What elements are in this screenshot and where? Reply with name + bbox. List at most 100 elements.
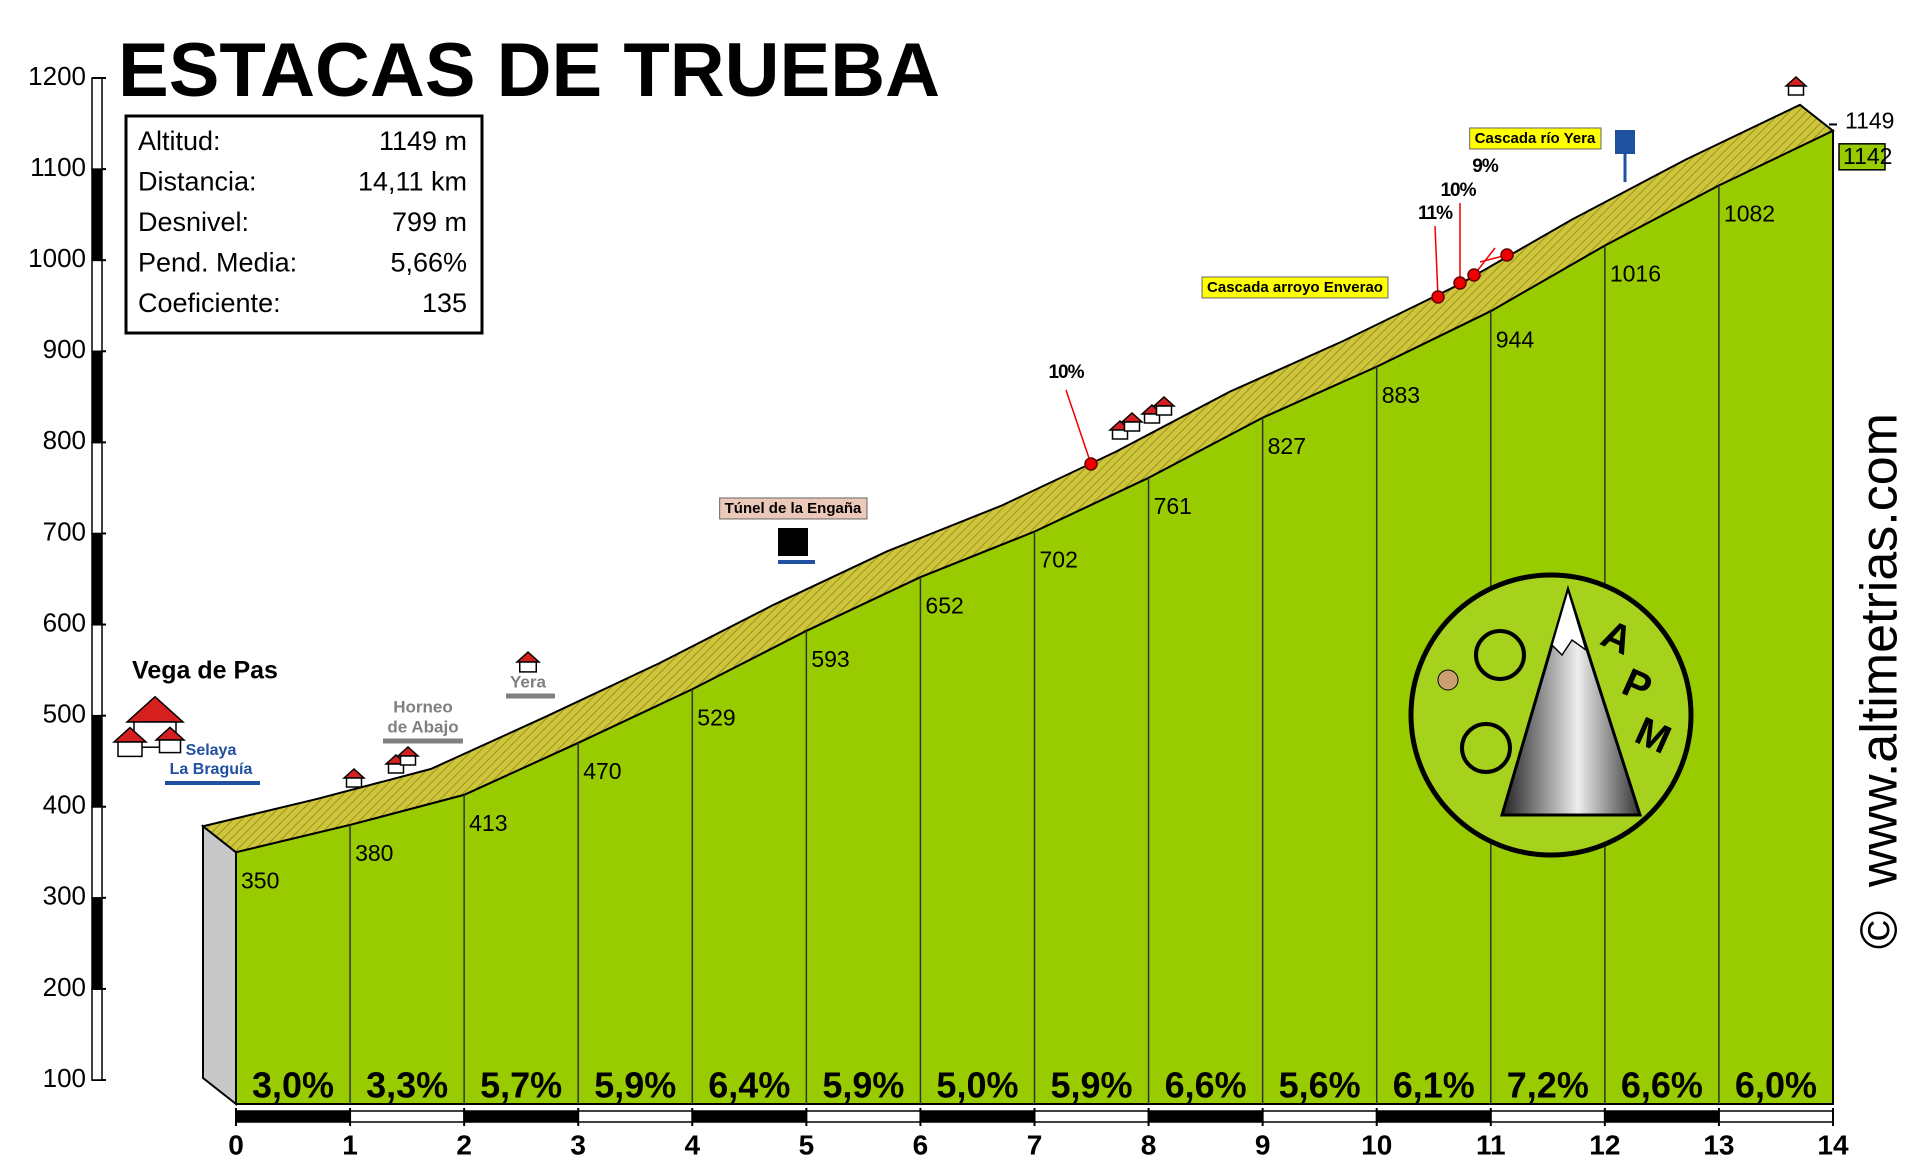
y-tick-label: 1200 <box>28 61 86 91</box>
x-tick-label: 6 <box>913 1129 929 1160</box>
logo-wheel <box>1474 629 1526 681</box>
y-axis-segment <box>91 897 103 990</box>
house-roof <box>342 767 366 779</box>
km-bar <box>577 1110 694 1123</box>
annotation: Selaya <box>186 742 237 759</box>
km-bar <box>463 1110 579 1123</box>
value-label: 702 <box>1040 547 1078 573</box>
y-tick-label: 1100 <box>30 152 86 182</box>
gradient-label: 5,7% <box>480 1065 562 1106</box>
stat-label: Altitud: <box>138 126 221 156</box>
y-tick-label: 200 <box>43 972 86 1002</box>
gradient-label: 5,9% <box>822 1065 904 1106</box>
chart-title: ESTACAS DE TRUEBA <box>118 28 940 113</box>
house-roof <box>1152 395 1176 407</box>
point-dot <box>1084 457 1098 471</box>
stat-value: 14,11 km <box>358 167 467 197</box>
parking-icon <box>1615 130 1635 154</box>
x-tick-label: 13 <box>1703 1129 1734 1160</box>
logo-rider <box>1437 669 1459 691</box>
stat-label: Desnivel: <box>138 207 249 237</box>
stats-box <box>124 114 484 335</box>
annotation: Horneo <box>393 697 453 716</box>
tunnel-icon <box>778 528 808 556</box>
value-label: 944 <box>1496 326 1535 352</box>
y-axis-segment <box>91 805 103 899</box>
y-axis-segment <box>91 441 103 535</box>
km-bar <box>1261 1110 1378 1123</box>
point-dot <box>1467 268 1481 282</box>
annotation-box <box>719 497 868 520</box>
y-axis-segment <box>91 168 103 261</box>
km-bar <box>1490 1110 1606 1123</box>
house-wall <box>399 755 417 766</box>
x-tick-label: 10 <box>1361 1129 1392 1160</box>
house-roof <box>1784 75 1808 87</box>
x-tick-label: 14 <box>1817 1129 1849 1160</box>
value-label: 593 <box>811 646 849 672</box>
x-tick-label: 11 <box>1476 1129 1506 1160</box>
stat-label: Pend. Media: <box>138 248 297 278</box>
house-wall <box>1155 405 1173 416</box>
y-tick-label: 100 <box>43 1063 86 1093</box>
annotation: Cascada río Yera <box>1475 130 1596 147</box>
value-label: 1016 <box>1610 261 1661 287</box>
house-wall <box>1143 413 1161 424</box>
annotation: 11% <box>1418 203 1453 224</box>
house-wall <box>1787 85 1805 96</box>
km-bar <box>919 1110 1036 1123</box>
stat-value: 799 m <box>392 207 467 237</box>
km-bar <box>1375 1110 1492 1123</box>
x-tick-label: 9 <box>1255 1129 1271 1160</box>
gradient-label: 6,1% <box>1393 1065 1475 1106</box>
annotation: 9% <box>1472 156 1499 177</box>
x-tick-label: 2 <box>456 1129 472 1160</box>
km-bar <box>805 1110 922 1123</box>
point-dot <box>1431 290 1445 304</box>
gradient-label: 5,9% <box>594 1065 676 1106</box>
value-label: 761 <box>1154 493 1192 519</box>
house-wall <box>519 661 537 673</box>
x-tick-label: 7 <box>1027 1129 1043 1160</box>
value-label: 883 <box>1382 382 1420 408</box>
gradient-label: 5,0% <box>936 1065 1018 1106</box>
km-bar <box>235 1110 351 1123</box>
gradient-label: 5,6% <box>1279 1065 1361 1106</box>
y-axis-segment <box>91 988 103 1081</box>
gradient-label: 5,9% <box>1051 1065 1133 1106</box>
gradient-label: 6,6% <box>1165 1065 1247 1106</box>
annotation: La Braguía <box>170 761 253 778</box>
profile-side <box>202 824 237 1107</box>
annotation: Túnel de la Engaña <box>725 500 862 517</box>
stat-value: 5,66% <box>390 248 467 278</box>
km-bar <box>691 1110 808 1123</box>
gradient-label: 3,0% <box>252 1065 334 1106</box>
km-bar <box>1033 1110 1150 1123</box>
y-tick-label: 500 <box>43 699 86 729</box>
value-label: 470 <box>583 758 621 784</box>
x-tick-label: 5 <box>799 1129 815 1160</box>
stat-label: Coeficiente: <box>138 288 281 318</box>
stat-value: 1149 m <box>379 126 467 156</box>
value-label: 380 <box>355 840 393 866</box>
y-axis-segment <box>91 532 103 626</box>
km-bar <box>1147 1110 1264 1123</box>
house-roof <box>396 745 420 757</box>
value-label: 1142 <box>1843 143 1892 169</box>
logo-snow <box>1551 587 1588 657</box>
point-dot <box>1500 248 1514 262</box>
value-label: 652 <box>925 592 963 618</box>
house-wall <box>1111 429 1129 440</box>
x-tick-label: 8 <box>1141 1129 1157 1160</box>
y-tick-label: 1000 <box>28 243 86 273</box>
house-roof <box>515 651 541 663</box>
y-tick-label: 800 <box>43 425 86 455</box>
gradient-label: 3,3% <box>366 1065 448 1106</box>
house-wall <box>345 777 363 788</box>
annotation: Yera <box>510 672 546 691</box>
stat-value: 135 <box>422 288 467 318</box>
km-bar <box>1604 1110 1720 1123</box>
gradient-label: 6,6% <box>1621 1065 1703 1106</box>
value-label: 529 <box>697 704 735 730</box>
